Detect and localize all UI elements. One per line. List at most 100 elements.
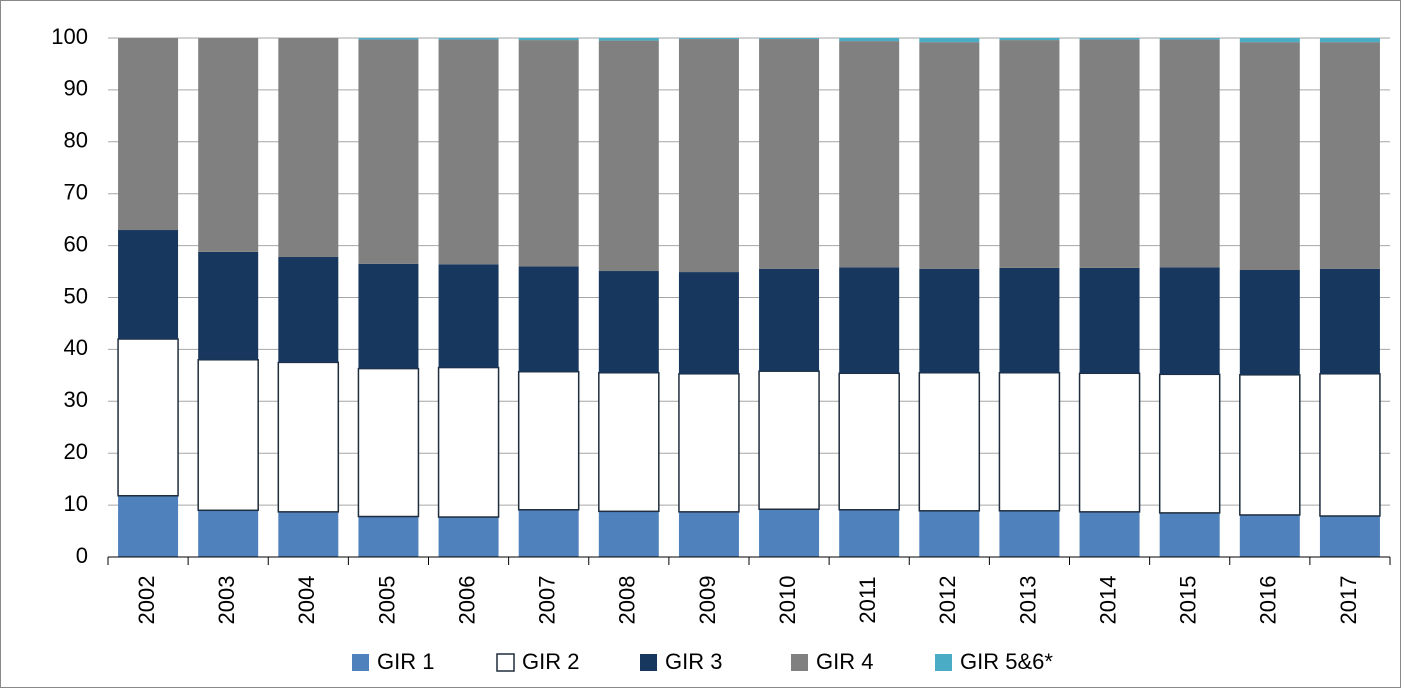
bar-segment: [117, 338, 179, 497]
bar-segment: [118, 230, 179, 340]
bar-segment: [759, 38, 820, 40]
legend-label: GIR 4: [816, 649, 873, 674]
x-tick-label: 2007: [535, 576, 560, 625]
x-tick-label: 2013: [1015, 576, 1040, 625]
bar-segment: [1078, 372, 1141, 513]
bar-segment: [358, 39, 419, 264]
legend-label: GIR 3: [665, 649, 722, 674]
legend-swatch: [935, 654, 952, 671]
bar-segment: [358, 263, 419, 369]
bar-segment: [839, 509, 900, 557]
bar-segment: [118, 495, 179, 557]
bar-segment: [999, 38, 1060, 41]
bar-segment: [438, 517, 499, 557]
bar-segment: [1239, 42, 1300, 270]
bar-segment: [198, 251, 259, 360]
y-tick-label: 30: [64, 387, 88, 412]
bar-segment: [759, 509, 820, 557]
x-tick-label: 2014: [1095, 576, 1120, 625]
bar-segment: [678, 39, 739, 273]
legend-label: GIR 5&6*: [960, 649, 1053, 674]
x-tick-label: 2016: [1256, 576, 1281, 625]
bar-segment: [1159, 267, 1220, 375]
legend-swatch: [496, 653, 515, 672]
bar-segment: [198, 510, 259, 557]
bar-segment: [759, 268, 820, 372]
bar-segment: [278, 511, 339, 557]
y-tick-label: 50: [64, 283, 88, 308]
bar-segment: [919, 510, 980, 557]
bar-segment: [1079, 39, 1140, 268]
y-tick-label: 90: [64, 76, 88, 101]
bar-segment: [839, 267, 900, 374]
x-tick-label: 2009: [695, 576, 720, 625]
x-tick-label: 2015: [1176, 576, 1201, 625]
bar-segment: [438, 39, 499, 265]
bar-segment: [278, 257, 339, 363]
bar-segment: [197, 359, 259, 512]
bar-segment: [518, 266, 579, 372]
x-tick-label: 2003: [214, 576, 239, 625]
bar-segment: [598, 511, 659, 557]
bar-segment: [437, 366, 500, 518]
bar-segment: [678, 373, 740, 513]
x-tick-label: 2008: [615, 576, 640, 625]
y-tick-label: 0: [76, 543, 88, 568]
bar-segment: [919, 268, 980, 373]
bar-segment: [919, 42, 980, 269]
legend-swatch: [791, 654, 808, 671]
bar-segment: [678, 38, 739, 40]
bar-segment: [1079, 38, 1140, 40]
bar-segment: [758, 370, 820, 511]
bar-segment: [438, 264, 499, 368]
bar-segment: [438, 38, 499, 40]
bar-segment: [1158, 373, 1221, 514]
bar-segment: [1239, 269, 1300, 375]
bar-segment: [357, 367, 420, 518]
legend-swatch: [640, 654, 657, 671]
bar-segment: [1239, 514, 1300, 557]
bar-segment: [277, 361, 340, 513]
x-tick-label: 2017: [1336, 576, 1361, 625]
bar-segment: [839, 38, 900, 42]
bar-segment: [998, 372, 1061, 512]
bar-segment: [999, 510, 1060, 557]
y-tick-label: 20: [64, 439, 88, 464]
y-tick-label: 70: [64, 180, 88, 205]
bar-segment: [1159, 38, 1220, 40]
bar-segment: [518, 509, 579, 557]
bar-segment: [1319, 42, 1380, 269]
x-tick-label: 2011: [855, 576, 880, 623]
y-tick-label: 100: [51, 24, 88, 49]
bar-segment: [118, 38, 179, 231]
bar-segment: [517, 370, 580, 511]
x-tick-label: 2005: [374, 576, 399, 625]
y-tick-label: 60: [64, 231, 88, 256]
y-tick-label: 40: [64, 335, 88, 360]
bar-segment: [358, 516, 419, 557]
bar-segment: [838, 372, 900, 511]
y-tick-label: 80: [64, 128, 88, 153]
bar-segment: [1159, 39, 1220, 268]
bar-segment: [1319, 268, 1380, 374]
legend-swatch: [352, 654, 369, 671]
bar-segment: [598, 38, 659, 41]
bar-segment: [198, 38, 259, 252]
x-tick-label: 2012: [935, 576, 960, 625]
x-tick-label: 2006: [454, 576, 479, 625]
bar-segment: [278, 38, 339, 258]
bar-segment: [759, 39, 820, 269]
bar-segment: [918, 372, 981, 512]
bar-segment: [678, 511, 739, 557]
x-tick-label: 2010: [775, 576, 800, 625]
bar-segment: [1079, 267, 1140, 374]
bar-segment: [1319, 373, 1381, 517]
bar-segment: [1239, 374, 1301, 516]
bar-segment: [1319, 515, 1380, 557]
x-tick-label: 2002: [134, 576, 159, 625]
bar-segment: [518, 40, 579, 267]
legend-label: GIR 1: [377, 649, 434, 674]
bar-segment: [1319, 38, 1380, 43]
y-tick-label: 10: [64, 491, 88, 516]
